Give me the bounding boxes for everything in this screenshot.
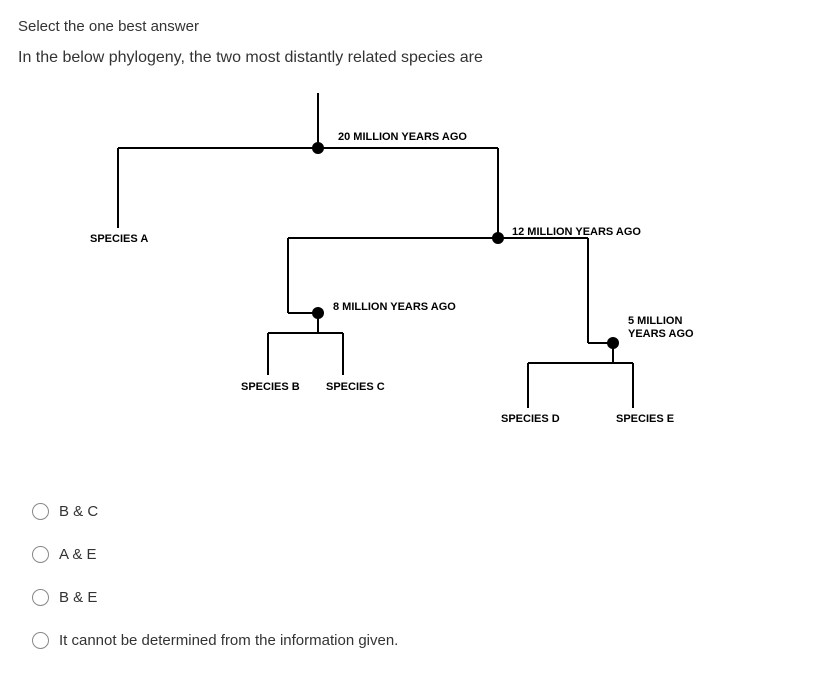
label-species-c: SPECIES C: [326, 381, 385, 393]
label-species-a: SPECIES A: [90, 233, 148, 245]
label-12my: 12 MILLION YEARS AGO: [512, 226, 641, 238]
radio-icon[interactable]: [32, 546, 49, 563]
option-bc[interactable]: B & C: [32, 503, 822, 520]
instruction-text: Select the one best answer: [18, 18, 822, 35]
option-label: B & E: [59, 589, 97, 606]
phylogeny-diagram: 20 MILLION YEARS AGO SPECIES A 12 MILLIO…: [58, 93, 758, 463]
label-20my: 20 MILLION YEARS AGO: [338, 131, 467, 143]
phylogeny-svg: [58, 93, 758, 463]
radio-icon[interactable]: [32, 503, 49, 520]
option-label: It cannot be determined from the informa…: [59, 632, 398, 649]
radio-icon[interactable]: [32, 632, 49, 649]
label-species-d: SPECIES D: [501, 413, 560, 425]
label-5my: 5 MILLIONYEARS AGO: [628, 315, 694, 341]
option-ae[interactable]: A & E: [32, 546, 822, 563]
option-na[interactable]: It cannot be determined from the informa…: [32, 632, 822, 649]
label-8my: 8 MILLION YEARS AGO: [333, 301, 456, 313]
option-label: A & E: [59, 546, 97, 563]
answer-options: B & C A & E B & E It cannot be determine…: [32, 503, 822, 649]
label-species-b: SPECIES B: [241, 381, 300, 393]
option-be[interactable]: B & E: [32, 589, 822, 606]
radio-icon[interactable]: [32, 589, 49, 606]
option-label: B & C: [59, 503, 98, 520]
question-text: In the below phylogeny, the two most dis…: [18, 49, 822, 67]
label-species-e: SPECIES E: [616, 413, 674, 425]
